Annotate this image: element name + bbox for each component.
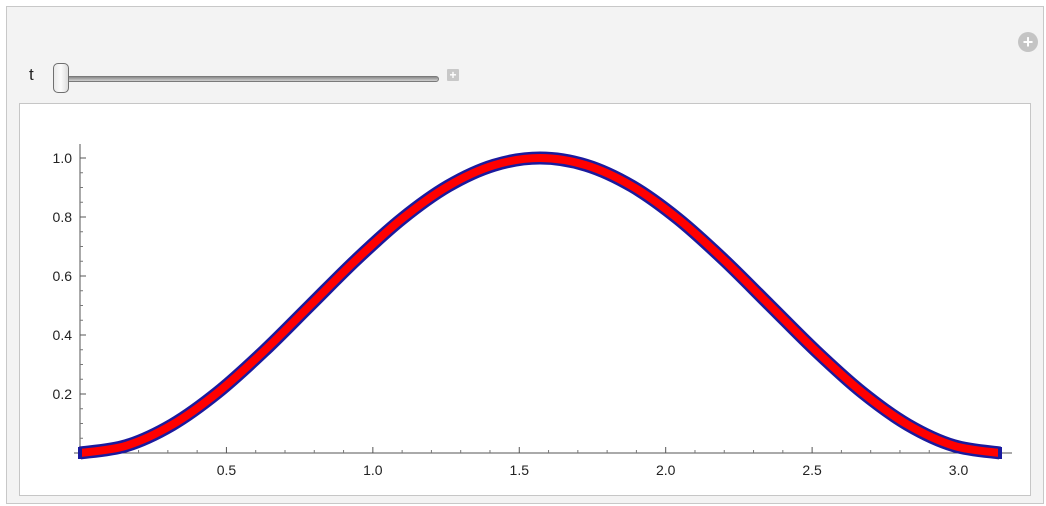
x-tick-label: 3.0 [949, 462, 969, 478]
slider-thumb[interactable] [53, 63, 69, 93]
x-tick-label: 2.5 [802, 462, 822, 478]
plus-square-icon[interactable]: + [447, 69, 459, 81]
series-end-cap [998, 447, 1002, 459]
plus-circle-icon[interactable]: + [1018, 32, 1038, 52]
x-tick-label: 2.0 [656, 462, 676, 478]
series-start-cap [78, 447, 82, 459]
parameter-control: t + [7, 55, 607, 99]
x-tick-label: 0.5 [217, 462, 237, 478]
y-tick-label: 0.2 [53, 386, 73, 402]
slider-track[interactable] [53, 76, 439, 82]
x-tick-label: 1.0 [363, 462, 383, 478]
manipulate-panel: + t + 0.5 1.0 1.5 2.0 2.5 3.0 0.2 0.4 0.6 0.8 1.0 [6, 6, 1044, 504]
y-tick-label: 1.0 [53, 150, 73, 166]
plot-area: 0.5 1.0 1.5 2.0 2.5 3.0 0.2 0.4 0.6 0.8 1.0 [19, 103, 1031, 496]
series-line [79, 154, 1001, 457]
y-tick-label: 0.6 [53, 268, 73, 284]
x-tick-label: 1.5 [510, 462, 530, 478]
line-chart: 0.5 1.0 1.5 2.0 2.5 3.0 0.2 0.4 0.6 0.8 1.0 [53, 144, 1012, 478]
y-tick-label: 0.8 [53, 209, 73, 225]
y-tick-label: 0.4 [53, 327, 73, 343]
series-line-outline [78, 151, 1002, 460]
parameter-label: t [29, 65, 34, 84]
